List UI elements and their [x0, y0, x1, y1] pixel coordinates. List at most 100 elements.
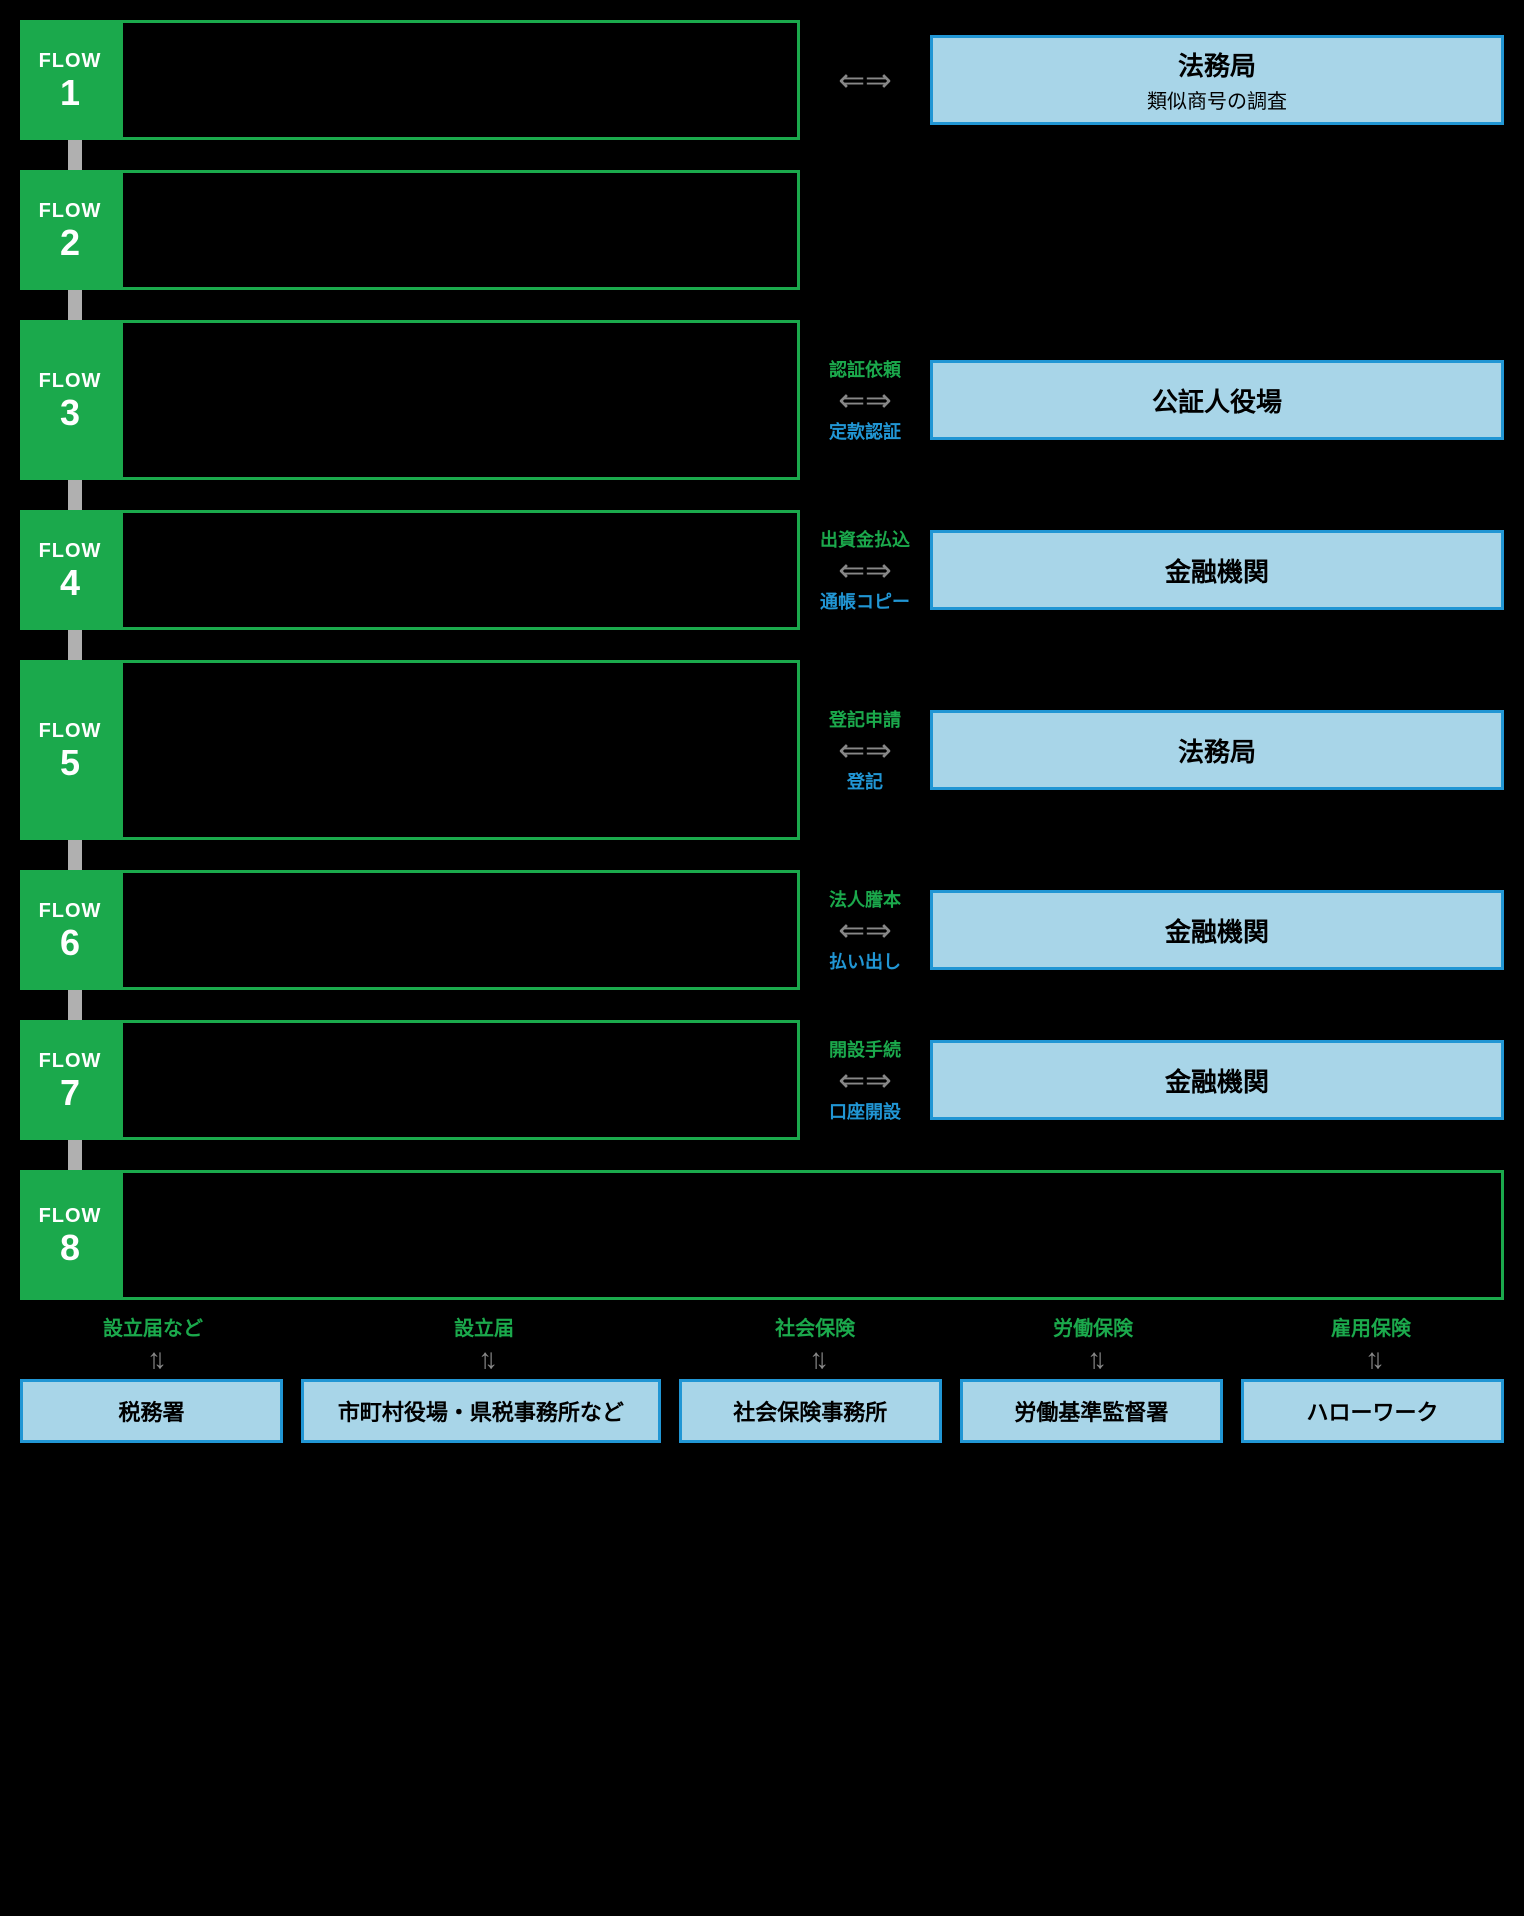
dest-box-7: 金融機関	[930, 1040, 1504, 1120]
flow-word: FLOW	[39, 1205, 102, 1228]
flow-row-6: FLOW 6 法人謄本 ⇐⇒ 払い出し 金融機関	[20, 870, 1504, 990]
bottom-boxes-row: 税務署 市町村役場・県税事務所など 社会保険事務所 労働基準監督署 ハローワーク	[20, 1379, 1504, 1443]
v-arrow-icon: ↑↓	[809, 1345, 821, 1373]
connector	[20, 1140, 1504, 1170]
arrow-bottom: 定款認証	[829, 418, 901, 444]
flow-num: 5	[60, 745, 80, 781]
dest-title: 公証人役場	[1152, 382, 1282, 419]
flow-row-7: FLOW 7 開設手続 ⇐⇒ 口座開設 金融機関	[20, 1020, 1504, 1140]
dest-title: 金融機関	[1165, 912, 1269, 949]
arrow-top: 登記申請	[829, 706, 901, 732]
dest-box-1: 法務局 類似商号の調査	[930, 35, 1504, 125]
arrow-icon: ⇐⇒	[838, 914, 892, 946]
arrow-area-5: 登記申請 ⇐⇒ 登記	[800, 660, 930, 840]
dest-title: 金融機関	[1165, 552, 1269, 589]
flow-row-3: FLOW 3 認証依頼 ⇐⇒ 定款認証 公証人役場	[20, 320, 1504, 480]
flow-label-3: FLOW 3	[20, 320, 120, 480]
flow-num: 4	[60, 565, 80, 601]
arrow-top: 認証依頼	[829, 356, 901, 382]
connector	[20, 140, 1504, 170]
flow-label-6: FLOW 6	[20, 870, 120, 990]
dest-box-5: 法務局	[930, 710, 1504, 790]
arrow-bottom: 通帳コピー	[820, 588, 910, 614]
bottom-box-4: 労働基準監督署	[960, 1379, 1223, 1443]
dest-box-3: 公証人役場	[930, 360, 1504, 440]
bottom-box-5: ハローワーク	[1241, 1379, 1504, 1443]
arrow-area-3: 認証依頼 ⇐⇒ 定款認証	[800, 320, 930, 480]
flow-num: 8	[60, 1230, 80, 1266]
bottom-col-4: 労働保険 ↑↓	[960, 1312, 1226, 1379]
flow-word: FLOW	[39, 720, 102, 743]
flow-body-4	[120, 510, 800, 630]
arrow-area-4: 出資金払込 ⇐⇒ 通帳コピー	[800, 510, 930, 630]
flow-num: 2	[60, 225, 80, 261]
arrow-area-7: 開設手続 ⇐⇒ 口座開設	[800, 1020, 930, 1140]
bottom-label: 社会保険	[775, 1312, 855, 1341]
arrow-icon: ⇐⇒	[838, 554, 892, 586]
v-arrow-icon: ↑↓	[147, 1345, 159, 1373]
bottom-box-1: 税務署	[20, 1379, 283, 1443]
arrow-area-1: ⇐⇒	[800, 20, 930, 140]
arrow-icon: ⇐⇒	[838, 64, 892, 96]
bottom-section: 設立届など ↑↓ 設立届 ↑↓ 社会保険 ↑↓ 労働保険 ↑↓ 雇用保険 ↑↓ …	[20, 1312, 1504, 1443]
v-arrow-icon: ↑↓	[1087, 1345, 1099, 1373]
arrow-top: 法人謄本	[829, 886, 901, 912]
flow-row-1: FLOW 1 ⇐⇒ 法務局 類似商号の調査	[20, 20, 1504, 140]
flow-row-5: FLOW 5 登記申請 ⇐⇒ 登記 法務局	[20, 660, 1504, 840]
connector	[20, 840, 1504, 870]
dest-title: 法務局	[1178, 46, 1256, 83]
flow-row-2: FLOW 2	[20, 170, 1504, 290]
bottom-label: 設立届など	[103, 1312, 203, 1341]
flow-word: FLOW	[39, 370, 102, 393]
flow-body-7	[120, 1020, 800, 1140]
bottom-label: 設立届	[454, 1312, 514, 1341]
flow-label-7: FLOW 7	[20, 1020, 120, 1140]
bottom-col-5: 雇用保険 ↑↓	[1238, 1312, 1504, 1379]
connector	[20, 480, 1504, 510]
flow-body-1	[120, 20, 800, 140]
bottom-col-3: 社会保険 ↑↓	[682, 1312, 948, 1379]
bottom-box-2: 市町村役場・県税事務所など	[301, 1379, 661, 1443]
flow-body-8	[120, 1170, 1504, 1300]
flow-body-2	[120, 170, 800, 290]
connector	[20, 630, 1504, 660]
flow-body-3	[120, 320, 800, 480]
flow-num: 3	[60, 395, 80, 431]
dest-sub: 類似商号の調査	[1147, 85, 1287, 114]
arrow-bottom: 口座開設	[829, 1098, 901, 1124]
dest-box-6: 金融機関	[930, 890, 1504, 970]
flow-diagram: FLOW 1 ⇐⇒ 法務局 類似商号の調査 FLOW 2 FLOW 3 認証依頼…	[20, 20, 1504, 1443]
dest-box-4: 金融機関	[930, 530, 1504, 610]
flow-label-1: FLOW 1	[20, 20, 120, 140]
arrow-bottom: 登記	[847, 768, 883, 794]
arrow-area-6: 法人謄本 ⇐⇒ 払い出し	[800, 870, 930, 990]
flow-word: FLOW	[39, 540, 102, 563]
bottom-col-2: 設立届 ↑↓	[298, 1312, 670, 1379]
flow-label-2: FLOW 2	[20, 170, 120, 290]
flow-word: FLOW	[39, 200, 102, 223]
flow-num: 6	[60, 925, 80, 961]
flow-row-4: FLOW 4 出資金払込 ⇐⇒ 通帳コピー 金融機関	[20, 510, 1504, 630]
arrow-icon: ⇐⇒	[838, 384, 892, 416]
flow-body-6	[120, 870, 800, 990]
flow-label-4: FLOW 4	[20, 510, 120, 630]
flow-word: FLOW	[39, 50, 102, 73]
bottom-label: 雇用保険	[1331, 1312, 1411, 1341]
flow-row-8: FLOW 8	[20, 1170, 1504, 1300]
arrow-top: 出資金払込	[820, 526, 910, 552]
flow-num: 7	[60, 1075, 80, 1111]
arrow-icon: ⇐⇒	[838, 1064, 892, 1096]
arrow-bottom: 払い出し	[829, 948, 901, 974]
bottom-labels-row: 設立届など ↑↓ 設立届 ↑↓ 社会保険 ↑↓ 労働保険 ↑↓ 雇用保険 ↑↓	[20, 1312, 1504, 1379]
dest-title: 法務局	[1178, 732, 1256, 769]
bottom-col-1: 設立届など ↑↓	[20, 1312, 286, 1379]
connector	[20, 290, 1504, 320]
flow-word: FLOW	[39, 1050, 102, 1073]
connector	[20, 990, 1504, 1020]
bottom-box-3: 社会保険事務所	[679, 1379, 942, 1443]
v-arrow-icon: ↑↓	[478, 1345, 490, 1373]
v-arrow-icon: ↑↓	[1365, 1345, 1377, 1373]
dest-title: 金融機関	[1165, 1062, 1269, 1099]
flow-num: 1	[60, 75, 80, 111]
arrow-top: 開設手続	[829, 1036, 901, 1062]
